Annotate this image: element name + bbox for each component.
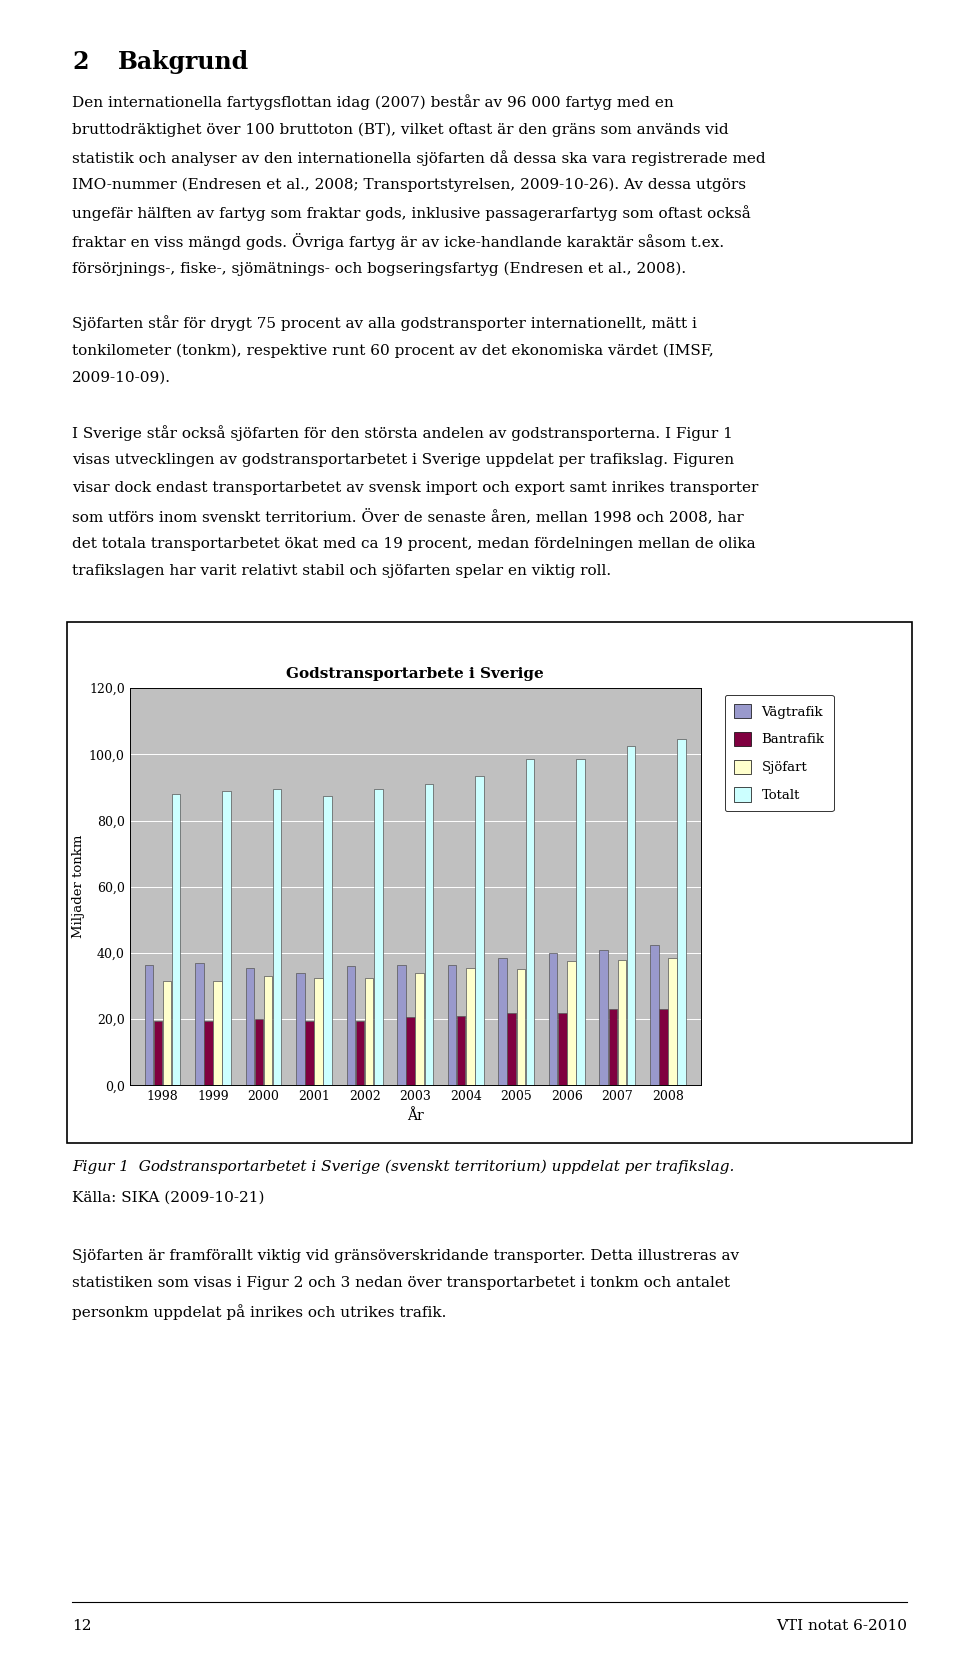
Text: IMO-nummer (Endresen et al., 2008; Transportstyrelsen, 2009-10-26). Av dessa utg: IMO-nummer (Endresen et al., 2008; Trans… <box>72 177 746 192</box>
Text: VTI notat 6-2010: VTI notat 6-2010 <box>777 1619 907 1632</box>
Text: som utförs inom svenskt territorium. Över de senaste åren, mellan 1998 och 2008,: som utförs inom svenskt territorium. Öve… <box>72 508 744 525</box>
Text: visar dock endast transportarbetet av svensk import och export samt inrikes tran: visar dock endast transportarbetet av sv… <box>72 482 758 495</box>
Bar <box>617 960 626 1086</box>
Bar <box>254 1019 263 1086</box>
Text: I Sverige står också sjöfarten för den största andelen av godstransporterna. I F: I Sverige står också sjöfarten för den s… <box>72 425 732 442</box>
Bar <box>264 976 273 1086</box>
Text: tonkilometer (tonkm), respektive runt 60 procent av det ekonomiska värdet (IMSF,: tonkilometer (tonkm), respektive runt 60… <box>72 343 713 357</box>
Bar <box>627 746 636 1086</box>
Text: det totala transportarbetet ökat med ca 19 procent, medan fördelningen mellan de: det totala transportarbetet ökat med ca … <box>72 536 756 551</box>
Bar <box>145 965 153 1086</box>
Bar <box>347 967 355 1086</box>
Bar <box>154 1021 162 1086</box>
Text: fraktar en viss mängd gods. Övriga fartyg är av icke-handlande karaktär såsom t.: fraktar en viss mängd gods. Övriga farty… <box>72 233 724 250</box>
Bar <box>246 968 254 1086</box>
Bar <box>223 791 231 1086</box>
Bar <box>558 1013 566 1086</box>
Bar <box>650 945 659 1086</box>
Bar <box>678 740 685 1086</box>
Bar <box>516 970 525 1086</box>
Text: 2: 2 <box>72 50 88 74</box>
Bar <box>213 981 222 1086</box>
Text: bruttodräktighet över 100 bruttoton (BT), vilket oftast är den gräns som används: bruttodräktighet över 100 bruttoton (BT)… <box>72 122 729 136</box>
Bar <box>576 760 585 1086</box>
Bar <box>162 981 171 1086</box>
Text: statistiken som visas i Figur 2 och 3 nedan över transportarbetet i tonkm och an: statistiken som visas i Figur 2 och 3 ne… <box>72 1276 730 1291</box>
Bar <box>406 1018 415 1086</box>
Y-axis label: Miljader tonkm: Miljader tonkm <box>72 836 84 938</box>
Bar <box>356 1021 365 1086</box>
Text: Sjöfarten är framförallt viktig vid gränsöverskridande transporter. Detta illust: Sjöfarten är framförallt viktig vid grän… <box>72 1248 739 1263</box>
Bar <box>668 958 677 1086</box>
Bar <box>397 965 406 1086</box>
Bar <box>567 962 576 1086</box>
Text: Den internationella fartygsflottan idag (2007) består av 96 000 fartyg med en: Den internationella fartygsflottan idag … <box>72 94 674 111</box>
Text: trafikslagen har varit relativt stabil och sjöfarten spelar en viktig roll.: trafikslagen har varit relativt stabil o… <box>72 564 612 578</box>
Bar <box>172 794 180 1086</box>
Bar <box>296 973 304 1086</box>
Text: Källa: SIKA (2009-10-21): Källa: SIKA (2009-10-21) <box>72 1192 265 1205</box>
Bar <box>416 973 424 1086</box>
Bar <box>374 789 383 1086</box>
Text: försörjnings-, fiske-, sjömätnings- och bogseringsfartyg (Endresen et al., 2008): försörjnings-, fiske-, sjömätnings- och … <box>72 261 686 275</box>
Title: Godstransportarbete i Sverige: Godstransportarbete i Sverige <box>286 667 544 682</box>
Text: visas utvecklingen av godstransportarbetet i Sverige uppdelat per trafikslag. Fi: visas utvecklingen av godstransportarbet… <box>72 453 734 467</box>
Bar <box>466 968 474 1086</box>
Bar <box>609 1010 617 1086</box>
Bar <box>526 760 535 1086</box>
Bar <box>660 1010 668 1086</box>
Bar <box>498 958 507 1086</box>
Bar <box>365 978 373 1086</box>
Bar <box>599 950 608 1086</box>
Bar <box>324 796 332 1086</box>
Text: ungefär hälften av fartyg som fraktar gods, inklusive passagerarfartyg som oftas: ungefär hälften av fartyg som fraktar go… <box>72 205 751 222</box>
Bar <box>273 789 281 1086</box>
Text: personkm uppdelat på inrikes och utrikes trafik.: personkm uppdelat på inrikes och utrikes… <box>72 1304 446 1321</box>
Bar <box>314 978 323 1086</box>
Text: Bakgrund: Bakgrund <box>118 50 250 74</box>
Text: 12: 12 <box>72 1619 91 1632</box>
Text: statistik och analyser av den internationella sjöfarten då dessa ska vara regist: statistik och analyser av den internatio… <box>72 151 766 166</box>
Text: Figur 1  Godstransportarbetet i Sverige (svenskt territorium) uppdelat per trafi: Figur 1 Godstransportarbetet i Sverige (… <box>72 1160 734 1173</box>
Bar <box>475 776 484 1086</box>
Bar <box>195 963 204 1086</box>
Legend: Vägtrafik, Bantrafik, Sjöfart, Totalt: Vägtrafik, Bantrafik, Sjöfart, Totalt <box>725 695 833 811</box>
Bar <box>457 1016 466 1086</box>
Bar <box>305 1021 314 1086</box>
Text: 2009-10-09).: 2009-10-09). <box>72 371 171 386</box>
Bar <box>424 784 433 1086</box>
Text: Sjöfarten står för drygt 75 procent av alla godstransporter internationellt, mät: Sjöfarten står för drygt 75 procent av a… <box>72 316 697 331</box>
Bar <box>204 1021 213 1086</box>
Bar <box>549 953 558 1086</box>
X-axis label: År: År <box>407 1109 423 1122</box>
Bar <box>508 1013 516 1086</box>
Bar <box>447 965 456 1086</box>
